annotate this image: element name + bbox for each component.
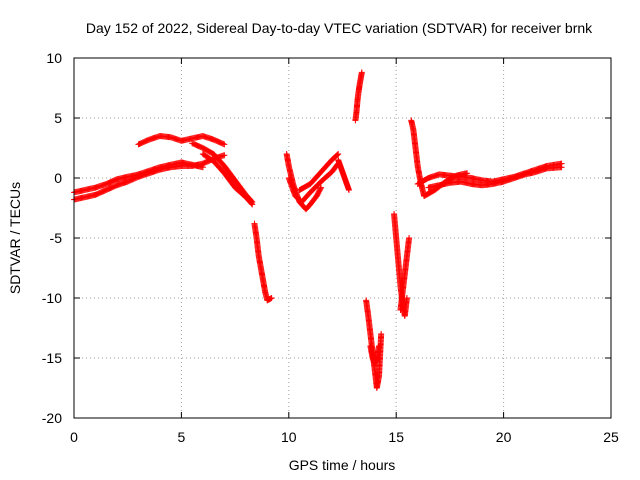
data-point (376, 343, 383, 349)
series-recovery-10-12.3 (285, 160, 342, 205)
y-tick-label: -5 (50, 230, 63, 246)
data-point (464, 170, 471, 177)
chart-title: Day 152 of 2022, Sidereal Day-to-day VTE… (86, 20, 593, 36)
series-lower-trace-0-7 (71, 152, 228, 203)
series-trace-16.5-22.7 (425, 164, 565, 191)
series-dip-13.6-14.3 (363, 297, 385, 391)
axis-ticks: 0 5 10 15 20 25 -20 -15 -10 -5 0 5 10 (42, 50, 619, 445)
series-mid-trace-0-6 (71, 159, 206, 196)
grid-lines (74, 58, 611, 418)
series-spike-13.1-13.4 (352, 69, 365, 124)
y-tick-label: -20 (42, 410, 62, 426)
y-tick-label: -10 (42, 290, 62, 306)
series-drop-8.5-9 (251, 220, 275, 304)
x-tick-label: 10 (281, 429, 297, 445)
series-descent-6-8.3 (199, 151, 256, 208)
y-tick-label: -15 (42, 350, 62, 366)
data-point (406, 235, 413, 241)
y-tick-label: 10 (46, 50, 62, 66)
x-tick-label: 0 (70, 429, 78, 445)
x-tick-label: 25 (603, 429, 619, 445)
data-point (378, 331, 385, 337)
x-axis-label: GPS time / hours (289, 457, 396, 473)
y-tick-label: 5 (54, 110, 62, 126)
x-tick-label: 20 (496, 429, 512, 445)
series-rise-10.5-12.3 (296, 151, 342, 193)
data-point (335, 151, 342, 157)
data-points (71, 69, 565, 391)
data-point (221, 141, 228, 148)
y-tick-label: 0 (54, 170, 62, 186)
series-upper-trace-3-7 (135, 133, 228, 148)
series-dip-13.8-14.2 (367, 343, 383, 367)
data-point (334, 151, 341, 158)
x-tick-label: 5 (178, 429, 186, 445)
series-short-arc-12.3-12.8 (335, 157, 352, 193)
data-point (221, 152, 228, 159)
y-axis-label: SDTVAR / TECUs (7, 182, 23, 294)
data-point (248, 200, 255, 207)
data-point (317, 185, 324, 192)
data-point (558, 164, 565, 171)
series-trace-16.3-18.5 (421, 170, 471, 199)
x-tick-label: 15 (388, 429, 404, 445)
series-rise-15.2-15.6 (397, 235, 413, 313)
data-point (345, 187, 352, 193)
data-point (268, 295, 275, 301)
data-point (318, 184, 325, 191)
data-point (249, 201, 256, 208)
data-point (358, 69, 365, 76)
series-rise-15.7-16.3 (408, 117, 428, 199)
data-point (199, 164, 206, 171)
